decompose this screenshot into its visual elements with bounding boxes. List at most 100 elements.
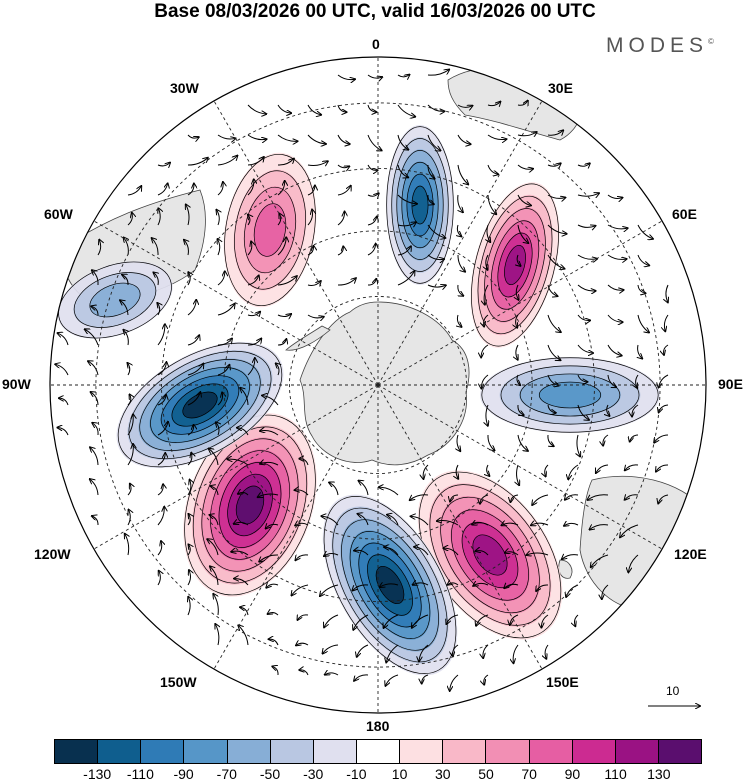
wind-arrow [419,644,429,661]
wind-arrow [55,364,69,376]
wind-arrow [448,583,459,585]
wind-arrow [591,554,609,567]
wind-scale-label: 10 [666,684,680,698]
wind-arrow [354,674,369,681]
wind-arrow [427,254,444,260]
wind-arrow [358,514,369,526]
lon-label-150w: 150W [160,674,197,690]
anomaly-trough-100w [116,341,284,469]
wind-arrow [577,193,599,196]
colorbar-tick-label: 50 [478,766,494,782]
wind-arrow [397,246,411,256]
wind-arrow [517,164,533,169]
height-contour-line [139,359,261,451]
wind-arrow [307,134,326,144]
wind-arrow [247,179,254,196]
anomaly-contour [411,185,429,225]
wind-arrow [92,423,99,436]
wind-arrow [90,479,99,496]
wind-arrow [547,344,560,360]
wind-arrow [632,404,639,416]
wind-arrow [277,134,297,141]
wind-arrow [564,523,579,525]
wind-arrow [157,362,166,376]
wind-arrow [337,74,355,80]
wind-arrow [607,314,623,322]
wind-arrow [337,212,345,226]
wind-arrow [517,132,537,136]
height-contour-line [224,153,316,307]
height-contour-line [391,138,449,272]
colorbar [54,739,702,764]
wind-arrow [307,210,313,226]
meridian-line [213,384,379,670]
height-contour-line [484,208,546,322]
wind-arrow [547,254,564,269]
wind-arrow [57,428,69,436]
wind-arrow [427,194,434,204]
wind-arrow [97,240,101,256]
wind-arrow [565,495,579,500]
brand-logo: MODES© [606,34,714,58]
wind-arrow [656,464,669,472]
wind-arrow [157,303,159,316]
wind-arrow [526,553,549,555]
meridian-line [377,100,543,386]
wind-arrow [367,244,376,256]
wind-arrow [259,554,279,562]
map-boundary [49,56,707,714]
wind-arrow [457,434,460,451]
wind-arrow [607,344,622,356]
wind-arrow [122,275,129,286]
wind-arrow [628,554,639,572]
wind-arrow [367,279,376,286]
wind-arrow [184,240,188,256]
wind-arrow [217,156,237,166]
wind-arrow [541,614,549,628]
wind-arrow [90,447,99,466]
wind-arrow [397,271,414,286]
wind-arrow [127,395,131,406]
anomaly-trough-0e [386,125,454,285]
wind-arrow [664,344,669,355]
wind-arrow [413,583,429,585]
wind-arrow [607,284,624,290]
wind-arrow [607,254,626,259]
wind-arrow [450,674,459,691]
wind-arrow [504,584,519,588]
wind-arrow [188,544,190,556]
wind-arrow [654,434,669,443]
colorbar-tick-label: 70 [521,766,537,782]
wind-arrow [186,205,189,226]
height-contour-line [210,450,290,560]
wind-arrow [577,404,589,420]
wind-arrow [258,494,279,497]
wind-arrow [446,614,459,624]
wind-arrow [437,521,459,526]
colorbar-tick-label: 10 [391,766,408,782]
wind-arrow [247,104,266,114]
wind-arrow [307,314,324,318]
wind-arrow [260,462,279,466]
wind-arrow [337,186,351,196]
wind-arrow [443,548,459,556]
colorbar-tick-label: 90 [564,766,581,782]
height-contour-line [243,186,297,274]
wind-arrow [307,161,328,165]
wind-arrow [486,254,488,270]
wind-arrow [247,134,267,140]
lon-label-60w: 60W [44,206,73,222]
height-contour-line [234,170,306,290]
wind-arrow [547,314,561,332]
wind-arrow [277,159,294,166]
wind-arrow [487,134,506,140]
wind-arrow [352,584,369,591]
wind-arrow [295,523,309,525]
wind-arrow [510,614,519,625]
wind-arrow [217,271,225,286]
wind-arrow [297,615,309,620]
wind-arrow [481,344,489,357]
wind-arrow [637,224,653,239]
wind-arrow [217,393,223,406]
wind-arrow [602,584,609,599]
